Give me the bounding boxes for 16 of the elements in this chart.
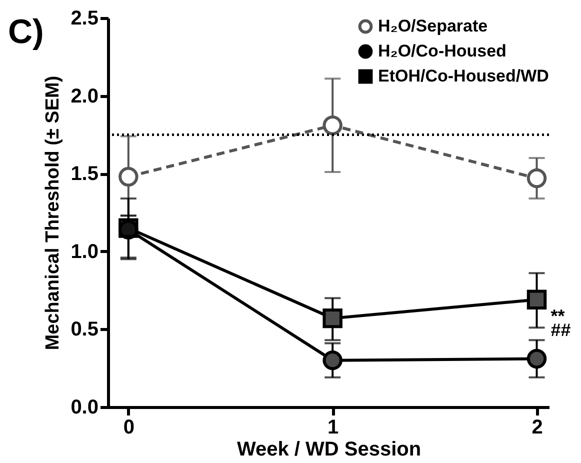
y-tick-label: 2.5: [70, 8, 98, 30]
y-tick-label: 0.0: [70, 396, 98, 418]
x-tick-label: 0: [123, 416, 134, 438]
x-tick-label: 1: [328, 416, 339, 438]
y-axis-title: Mechanical Threshold (± SEM): [42, 76, 64, 350]
y-tick-label: 2.0: [70, 85, 98, 108]
y-tick-label: 1.5: [70, 163, 98, 186]
x-tick-label: 2: [532, 416, 543, 438]
legend-label: H₂O/Separate: [378, 16, 488, 36]
x-axis-title: Week / WD Session: [236, 438, 422, 460]
legend-label: EtOH/Co-Housed/WD: [378, 66, 549, 86]
legend-label: H₂O/Co-Housed: [378, 42, 506, 60]
annotation: ##: [550, 320, 571, 340]
y-tick-label: 0.5: [70, 318, 98, 341]
chart-title: C): [8, 13, 44, 51]
y-tick-label: 1.0: [70, 240, 98, 263]
